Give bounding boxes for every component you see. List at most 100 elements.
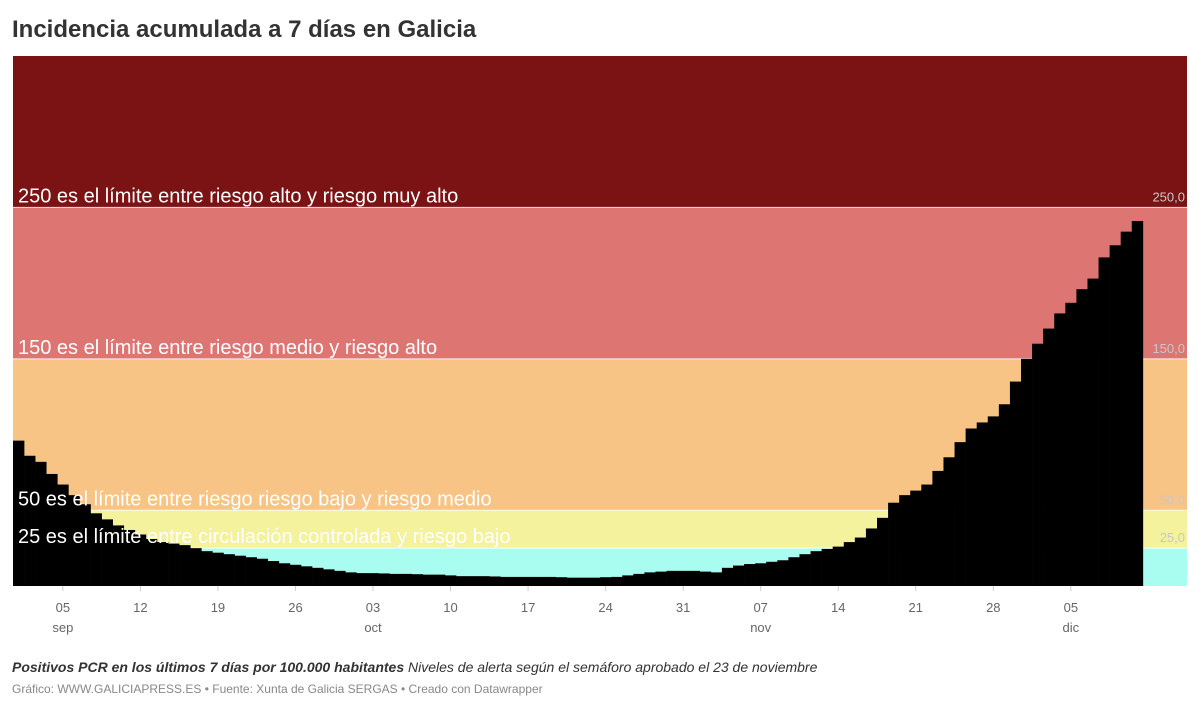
bar [389, 573, 401, 586]
x-tick-label: 03 [366, 600, 380, 615]
bar [721, 567, 734, 586]
bar [123, 529, 136, 586]
bar [1076, 289, 1088, 586]
bar [799, 554, 811, 586]
x-tick-label: 21 [909, 600, 923, 615]
x-tick-label: 12 [133, 600, 147, 615]
bar [1009, 381, 1022, 586]
bar [323, 569, 335, 586]
x-tick-label: 24 [598, 600, 612, 615]
bar [145, 539, 158, 586]
annotation: 150 es el límite entre riesgo medio y ri… [18, 337, 437, 359]
chart-note: Positivos PCR en los últimos 7 días por … [12, 659, 818, 675]
x-tick-label: 19 [211, 600, 225, 615]
bar [278, 563, 291, 586]
bar [998, 404, 1011, 586]
bar [35, 461, 47, 586]
y-tick-label: 25,0 [1160, 530, 1185, 545]
bar [666, 570, 678, 586]
bar [921, 484, 933, 586]
bar [112, 525, 125, 586]
x-tick-label: 07 [753, 600, 767, 615]
bar [489, 576, 501, 586]
bar [13, 440, 25, 586]
bar [600, 577, 612, 586]
bar [500, 576, 512, 586]
bar [633, 573, 645, 586]
bar [910, 490, 922, 586]
bar [1098, 257, 1110, 586]
bar [733, 565, 745, 586]
bar [788, 557, 800, 586]
bar [456, 576, 468, 586]
bar [334, 570, 346, 586]
bar [577, 577, 590, 586]
bar [101, 519, 113, 586]
annotation: 250 es el límite entre riesgo alto y rie… [18, 185, 458, 207]
bar [589, 577, 601, 586]
bar [1032, 343, 1044, 586]
bar [79, 504, 91, 586]
bar [356, 573, 368, 586]
annotation: 50 es el límite entre riesgo riesgo bajo… [18, 488, 492, 510]
bar [367, 573, 379, 586]
bar [212, 552, 224, 586]
bar [821, 548, 833, 586]
x-tick-label: 31 [676, 600, 690, 615]
x-month-label: nov [750, 620, 771, 635]
bar [1021, 358, 1033, 586]
bar [755, 563, 767, 586]
bar [533, 576, 545, 586]
bar [1043, 328, 1055, 586]
alert-band [13, 207, 1187, 359]
bar [744, 564, 756, 586]
bar [190, 548, 202, 586]
bar [478, 576, 490, 586]
x-tick-label: 17 [521, 600, 535, 615]
bar [1120, 231, 1133, 586]
bar [201, 551, 213, 586]
bar [57, 484, 69, 586]
bar [223, 554, 235, 586]
bar [511, 576, 523, 586]
bar [289, 564, 302, 586]
bar [987, 416, 1000, 586]
bar [644, 572, 656, 586]
bar [699, 571, 712, 586]
bar [1109, 245, 1121, 587]
bar [976, 422, 989, 586]
bar [267, 561, 280, 586]
bar [68, 495, 80, 586]
alert-band [13, 56, 1187, 208]
bar [766, 561, 778, 586]
bar [888, 502, 900, 586]
x-tick-label: 14 [831, 600, 845, 615]
bar [234, 555, 246, 586]
bar [411, 574, 424, 586]
bar [710, 572, 723, 586]
bar [445, 575, 457, 586]
bar [422, 574, 435, 586]
note: Niveles de alerta según el semáforo apro… [408, 659, 818, 675]
bar [843, 542, 856, 586]
bar [832, 546, 845, 586]
bar [810, 551, 822, 586]
bar [932, 470, 944, 586]
bar [179, 545, 191, 586]
x-month-label: oct [364, 620, 382, 635]
bar [400, 573, 413, 586]
bar [1054, 313, 1066, 586]
bar [378, 573, 390, 586]
x-tick-label: 10 [443, 600, 457, 615]
bar [954, 442, 966, 586]
source: Gráfico: WWW.GALICIAPRESS.ES • Fuente: X… [12, 682, 543, 696]
bar [566, 577, 579, 586]
bar [622, 575, 634, 586]
x-month-label: sep [52, 620, 73, 635]
x-month-label: dic [1063, 620, 1080, 635]
bar [46, 473, 58, 586]
y-tick-label: 50,0 [1160, 492, 1185, 507]
bar [245, 557, 257, 586]
x-tick-label: 28 [986, 600, 1000, 615]
bar [134, 534, 147, 586]
